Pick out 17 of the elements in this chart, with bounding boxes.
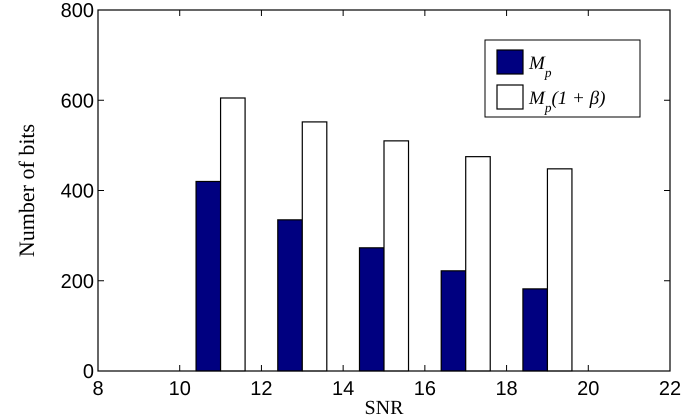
- x-tick-label: 18: [495, 378, 518, 400]
- y-tick-label: 200: [60, 270, 94, 293]
- y-axis-title: Number of bits: [14, 124, 39, 258]
- x-tick-label: 20: [577, 378, 600, 400]
- x-tick-label: 8: [92, 378, 104, 400]
- legend-label: M$_{p}$(1 + β): [528, 88, 606, 114]
- x-axis-title: SNR: [364, 397, 404, 418]
- y-tick-label: 400: [60, 180, 94, 202]
- legend-label: M$_{p}$: [528, 53, 552, 80]
- x-tick-label: 10: [168, 378, 191, 400]
- y-tick-label: 0: [82, 361, 94, 383]
- y-tick-label: 800: [60, 0, 94, 22]
- x-tick-label: 16: [414, 378, 436, 400]
- x-tick-label: 14: [332, 378, 354, 400]
- x-tick-label: 12: [250, 378, 273, 400]
- y-tick-label: 600: [60, 90, 94, 112]
- x-tick-label: 22: [658, 378, 682, 400]
